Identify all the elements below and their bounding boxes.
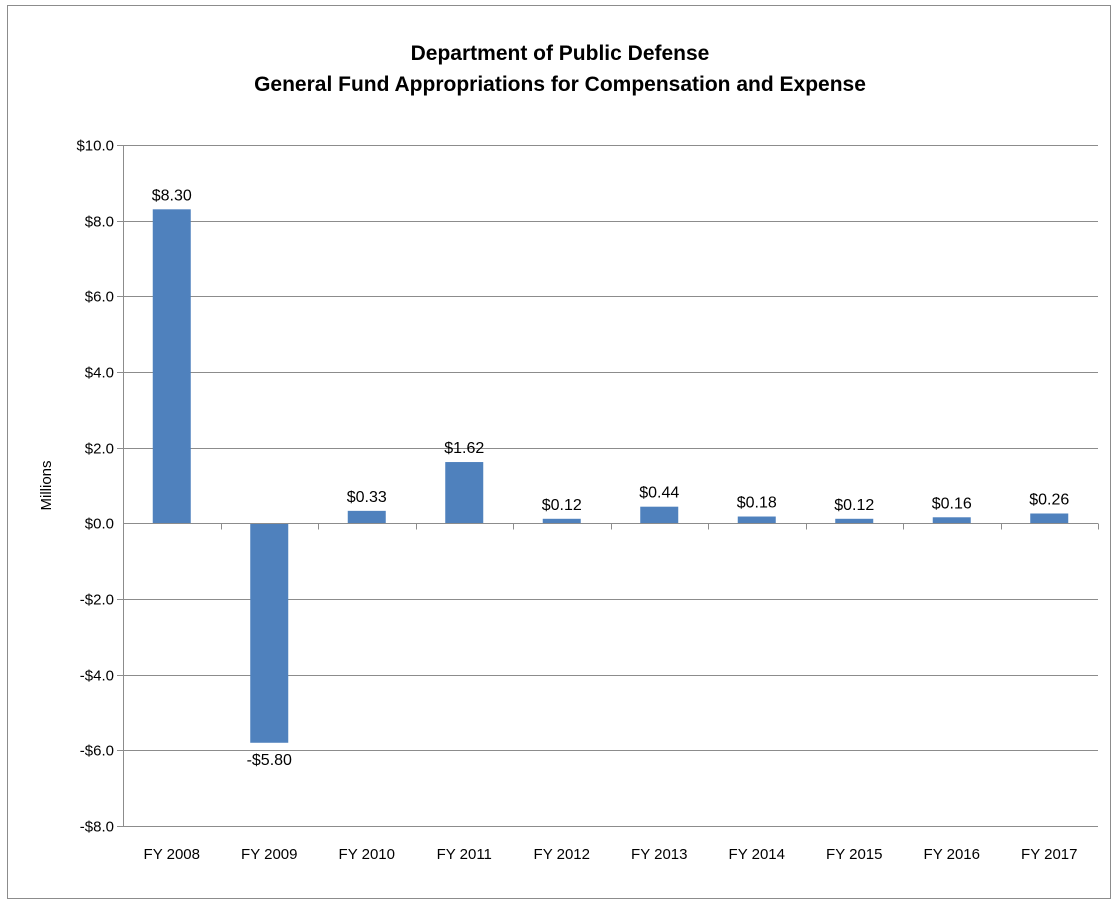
x-tick-label: FY 2010 [339,846,395,863]
y-tick-label: $0.0 [85,516,114,533]
data-label: $0.12 [542,497,582,514]
bar [347,510,386,524]
x-tick-label: FY 2011 [437,846,492,863]
data-label: $0.33 [347,489,387,506]
data-label: $0.44 [639,485,679,502]
y-tick-label: $8.0 [85,214,114,231]
bar [445,462,484,524]
x-tick-label: FY 2014 [729,846,785,863]
y-tick-label: -$2.0 [80,592,114,609]
y-tick-label: -$6.0 [80,743,114,760]
y-tick-label: -$4.0 [80,668,114,685]
y-tick-label: $2.0 [85,441,114,458]
chart-frame: Department of Public Defense General Fun… [7,5,1111,899]
y-tick-label: $10.0 [76,138,114,155]
data-label: -$5.80 [247,752,292,769]
bar [152,209,191,524]
chart-subtitle: General Fund Appropriations for Compensa… [254,73,866,96]
y-axis-title: Millions [38,460,55,510]
x-tick-label: FY 2009 [241,846,297,863]
chart-title: Department of Public Defense [410,42,710,65]
y-tick-label: -$8.0 [80,819,114,836]
bar [737,516,776,524]
x-tick-label: FY 2012 [534,846,590,863]
data-label: $8.30 [152,187,192,204]
x-tick-label: FY 2008 [144,846,200,863]
x-tick-label: FY 2015 [826,846,882,863]
y-tick-label: $4.0 [85,365,114,382]
bar [835,518,874,524]
data-label: $1.62 [444,440,484,457]
chart-plot: -$8.0 -$6.0 -$4.0 -$2.0 $0.0 $2.0 $4.0 $6.0 $8.0… [38,138,1099,863]
x-tick-label: FY 2013 [631,846,687,863]
bar [250,523,289,743]
bar [542,518,581,524]
data-label: $0.26 [1029,491,1069,508]
data-label: $0.18 [737,495,777,512]
data-label: $0.16 [932,495,972,512]
bar [932,517,971,524]
bar [1030,513,1069,524]
x-tick-label: FY 2017 [1021,846,1077,863]
bar [640,506,679,524]
chart-title-block: Department of Public Defense General Fun… [8,38,1112,100]
data-label: $0.12 [834,497,874,514]
x-tick-label: FY 2016 [924,846,980,863]
y-tick-label: $6.0 [85,289,114,306]
